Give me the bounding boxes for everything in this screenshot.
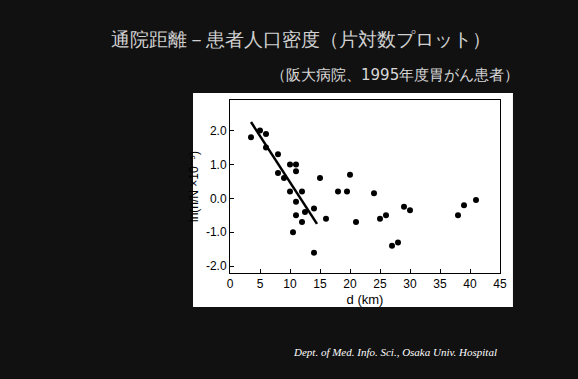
svg-text:0: 0 [227,277,234,291]
svg-text:0.0: 0.0 [210,192,227,206]
svg-text:2.0: 2.0 [210,124,227,138]
svg-text:25: 25 [373,277,387,291]
svg-text:40: 40 [463,277,477,291]
svg-text:10: 10 [283,277,297,291]
svg-text:（阪大病院、1995年度胃がん患者）: （阪大病院、1995年度胃がん患者） [271,66,519,84]
svg-text:35: 35 [433,277,447,291]
svg-text:45: 45 [493,277,507,291]
svg-text:d (km): d (km) [347,292,384,307]
svg-text:-2.0: -2.0 [206,259,227,273]
svg-text:Dept. of Med. Info. Sci., Osak: Dept. of Med. Info. Sci., Osaka Univ. Ho… [293,346,497,358]
svg-text:15: 15 [313,277,327,291]
svg-text:通院距離－患者人口密度（片対数プロット）: 通院距離－患者人口密度（片対数プロット） [111,28,491,50]
svg-text:-1.0: -1.0 [206,225,227,239]
svg-text:20: 20 [343,277,357,291]
svg-text:ln(n/N ×10⁻⁵): ln(n/N ×10⁻⁵) [187,151,201,222]
svg-text:1.0: 1.0 [210,158,227,172]
svg-text:30: 30 [403,277,417,291]
svg-text:5: 5 [257,277,264,291]
